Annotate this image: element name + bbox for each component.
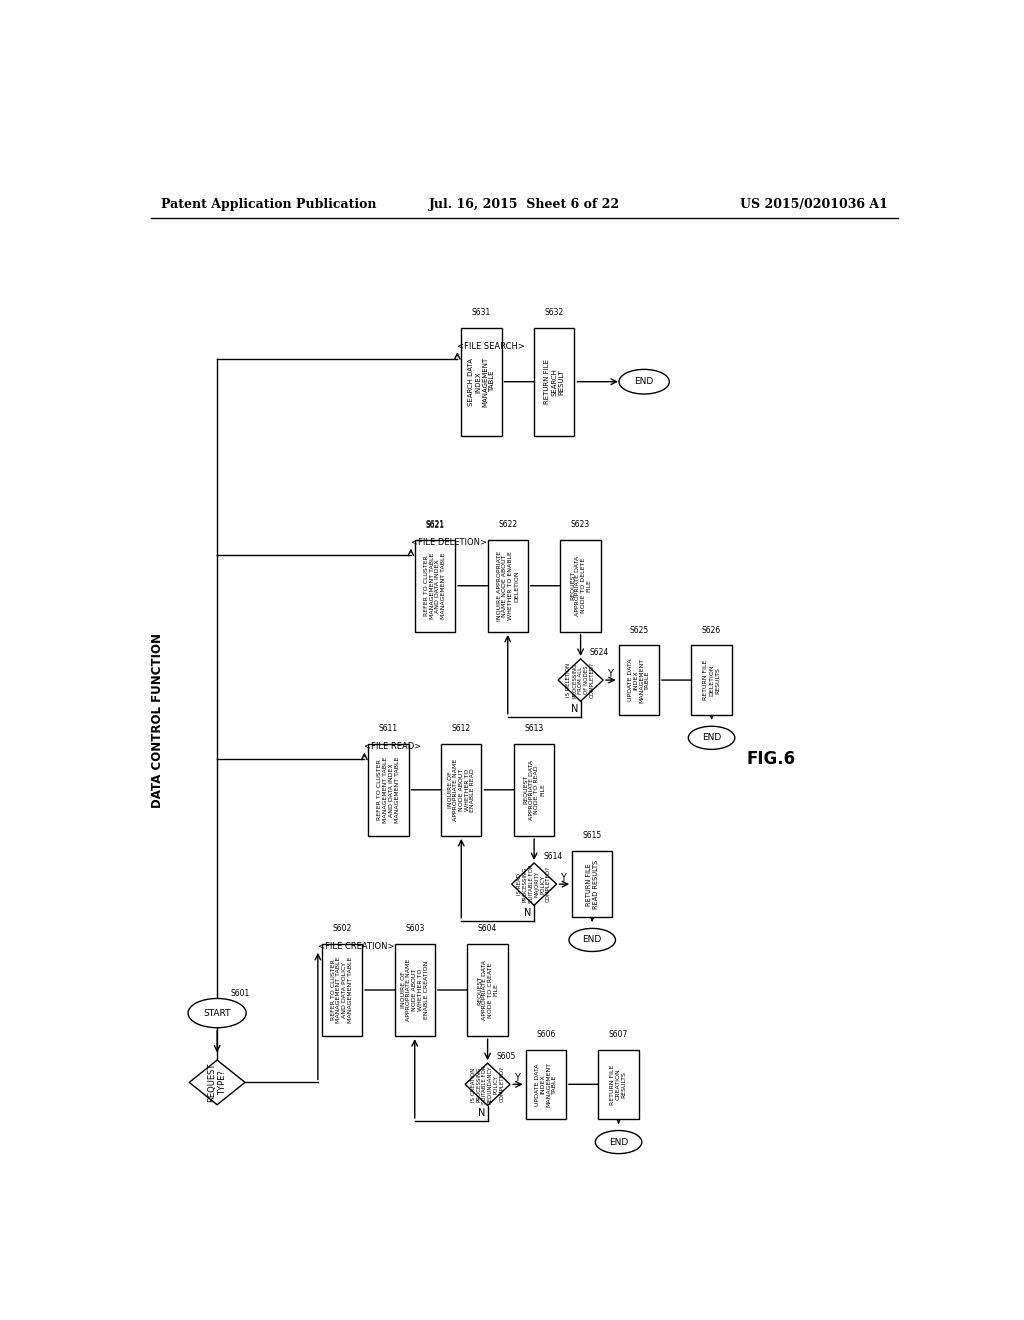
Text: RETURN FILE
DELETION
RESULTS: RETURN FILE DELETION RESULTS: [703, 660, 720, 701]
Bar: [535, 327, 574, 436]
Text: S622: S622: [499, 520, 517, 528]
Text: Jul. 16, 2015  Sheet 6 of 22: Jul. 16, 2015 Sheet 6 of 22: [429, 198, 621, 211]
Text: S625: S625: [629, 626, 648, 635]
Text: N: N: [524, 908, 531, 917]
Text: S615: S615: [583, 832, 602, 841]
Text: UPDATE DATA
INDEX
MANAGEMENT
TABLE: UPDATE DATA INDEX MANAGEMENT TABLE: [628, 657, 650, 702]
Text: Patent Application Publication: Patent Application Publication: [161, 198, 376, 211]
Text: IS DELETION
PROCESSING
FROM ALL
OF NODES
COMPLETED?: IS DELETION PROCESSING FROM ALL OF NODES…: [566, 663, 595, 698]
Text: S601: S601: [230, 990, 250, 998]
Bar: [560, 540, 601, 632]
Ellipse shape: [595, 1130, 642, 1154]
Text: RETURN FILE
READ RESULTS: RETURN FILE READ RESULTS: [586, 859, 599, 908]
Text: Y: Y: [560, 873, 566, 883]
Text: US 2015/0201036 A1: US 2015/0201036 A1: [739, 198, 888, 211]
Ellipse shape: [618, 370, 670, 395]
Text: S632: S632: [545, 308, 564, 317]
Bar: [322, 944, 362, 1036]
Bar: [598, 1049, 639, 1119]
Text: S631: S631: [472, 308, 492, 317]
Text: REQUEST
APPROPRIATE DATA
NODE TO CREATE
FILE: REQUEST APPROPRIATE DATA NODE TO CREATE …: [476, 960, 499, 1020]
Text: RETURN FILE
CREATION
RESULTS: RETURN FILE CREATION RESULTS: [610, 1064, 627, 1105]
Bar: [487, 540, 528, 632]
Text: REFER TO CLUSTER
MANAGEMENT TABLE
AND DATA INDEX
MANAGEMENT TABLE: REFER TO CLUSTER MANAGEMENT TABLE AND DA…: [377, 756, 399, 822]
Text: N: N: [478, 1109, 485, 1118]
Text: INQUIRE OF
APPROPRIATE NAME
NODE ABOUT
WHETHER TO
ENABLE READ: INQUIRE OF APPROPRIATE NAME NODE ABOUT W…: [447, 759, 475, 821]
Text: IS READ
PROCESSING
SUITABLE FOR
MAJORITY
POLICY
COMPLETED?: IS READ PROCESSING SUITABLE FOR MAJORITY…: [517, 865, 551, 903]
Text: END: END: [701, 734, 721, 742]
Text: S603: S603: [406, 924, 424, 933]
Ellipse shape: [188, 998, 246, 1028]
Text: INQUIRE APPROPRIATE
NAME NODE ABOUT
WHETHER TO ENABLE
DELETION: INQUIRE APPROPRIATE NAME NODE ABOUT WHET…: [497, 550, 519, 620]
Bar: [467, 944, 508, 1036]
Text: S624: S624: [590, 648, 609, 657]
Text: N: N: [570, 704, 579, 714]
Text: Y: Y: [514, 1073, 520, 1084]
Text: REQUEST
TYPE?: REQUEST TYPE?: [208, 1063, 227, 1102]
Text: REFER TO CLUSTER
MANAGEMENT TABLE
AND DATA INDEX
MANAGEMENT TABLE: REFER TO CLUSTER MANAGEMENT TABLE AND DA…: [424, 553, 446, 619]
Polygon shape: [465, 1063, 510, 1106]
Text: INQUIRE OF
APPROPRIATE NAME
NODE ABOUT
WHETHER TO
ENABLE CREATION: INQUIRE OF APPROPRIATE NAME NODE ABOUT W…: [400, 958, 429, 1022]
Text: S626: S626: [701, 626, 721, 635]
Text: REQUEST
APPROPRIATE DATA
NODE TO READ
FILE: REQUEST APPROPRIATE DATA NODE TO READ FI…: [523, 760, 546, 820]
Ellipse shape: [688, 726, 735, 750]
Text: S612: S612: [452, 723, 471, 733]
Text: <FILE CREATION>: <FILE CREATION>: [317, 942, 394, 952]
Bar: [415, 540, 455, 632]
Text: END: END: [583, 936, 602, 944]
Ellipse shape: [569, 928, 615, 952]
Text: REFER TO CLUSTER
MANAGEMENT TABLE
AND DATA POLICY
MANAGEMENT TABLE: REFER TO CLUSTER MANAGEMENT TABLE AND DA…: [331, 957, 353, 1023]
Text: S604: S604: [478, 924, 498, 933]
Text: UPDATE DATA
INDEX
MANAGEMENT
TABLE: UPDATE DATA INDEX MANAGEMENT TABLE: [535, 1061, 557, 1107]
Text: <FILE SEARCH>: <FILE SEARCH>: [458, 342, 525, 351]
Bar: [369, 743, 409, 836]
Text: S606: S606: [536, 1030, 555, 1039]
Text: S602: S602: [332, 924, 351, 933]
Bar: [618, 645, 658, 714]
Text: S614: S614: [543, 853, 562, 861]
Text: SEARCH DATA
INDEX
MANAGEMENT
TABLE: SEARCH DATA INDEX MANAGEMENT TABLE: [468, 356, 495, 407]
Bar: [525, 1049, 566, 1119]
Polygon shape: [512, 863, 557, 906]
Text: END: END: [635, 378, 653, 387]
Polygon shape: [558, 659, 603, 701]
Bar: [691, 645, 732, 714]
Text: <FILE DELETION>: <FILE DELETION>: [411, 539, 486, 546]
Text: DATA CONTROL FUNCTION: DATA CONTROL FUNCTION: [151, 634, 164, 808]
Polygon shape: [189, 1060, 245, 1105]
Text: S623: S623: [571, 520, 590, 528]
Text: Y: Y: [607, 669, 612, 678]
Text: IS CREATION
PROCESSING
SUITABLE FOR
REDUNDANCY
POLICY
COMPLETED?: IS CREATION PROCESSING SUITABLE FOR REDU…: [471, 1065, 505, 1104]
Text: RETURN FILE
SEARCH
RESULT: RETURN FILE SEARCH RESULT: [544, 359, 564, 404]
Text: FIG.6: FIG.6: [746, 750, 796, 768]
Text: S611: S611: [379, 723, 398, 733]
Text: S621: S621: [425, 521, 444, 531]
Bar: [572, 851, 612, 917]
Text: S613: S613: [524, 723, 544, 733]
Text: END: END: [609, 1138, 628, 1147]
Bar: [441, 743, 481, 836]
Bar: [394, 944, 435, 1036]
Text: S621: S621: [425, 520, 444, 528]
Text: START: START: [204, 1008, 230, 1018]
Bar: [514, 743, 554, 836]
Text: REQUEST
APPROPRIATE DATA
NODE TO DELETE
FILE: REQUEST APPROPRIATE DATA NODE TO DELETE …: [569, 556, 592, 616]
Text: S607: S607: [609, 1030, 629, 1039]
Text: S605: S605: [497, 1052, 516, 1061]
Bar: [461, 327, 502, 436]
Text: <FILE READ>: <FILE READ>: [365, 742, 422, 751]
